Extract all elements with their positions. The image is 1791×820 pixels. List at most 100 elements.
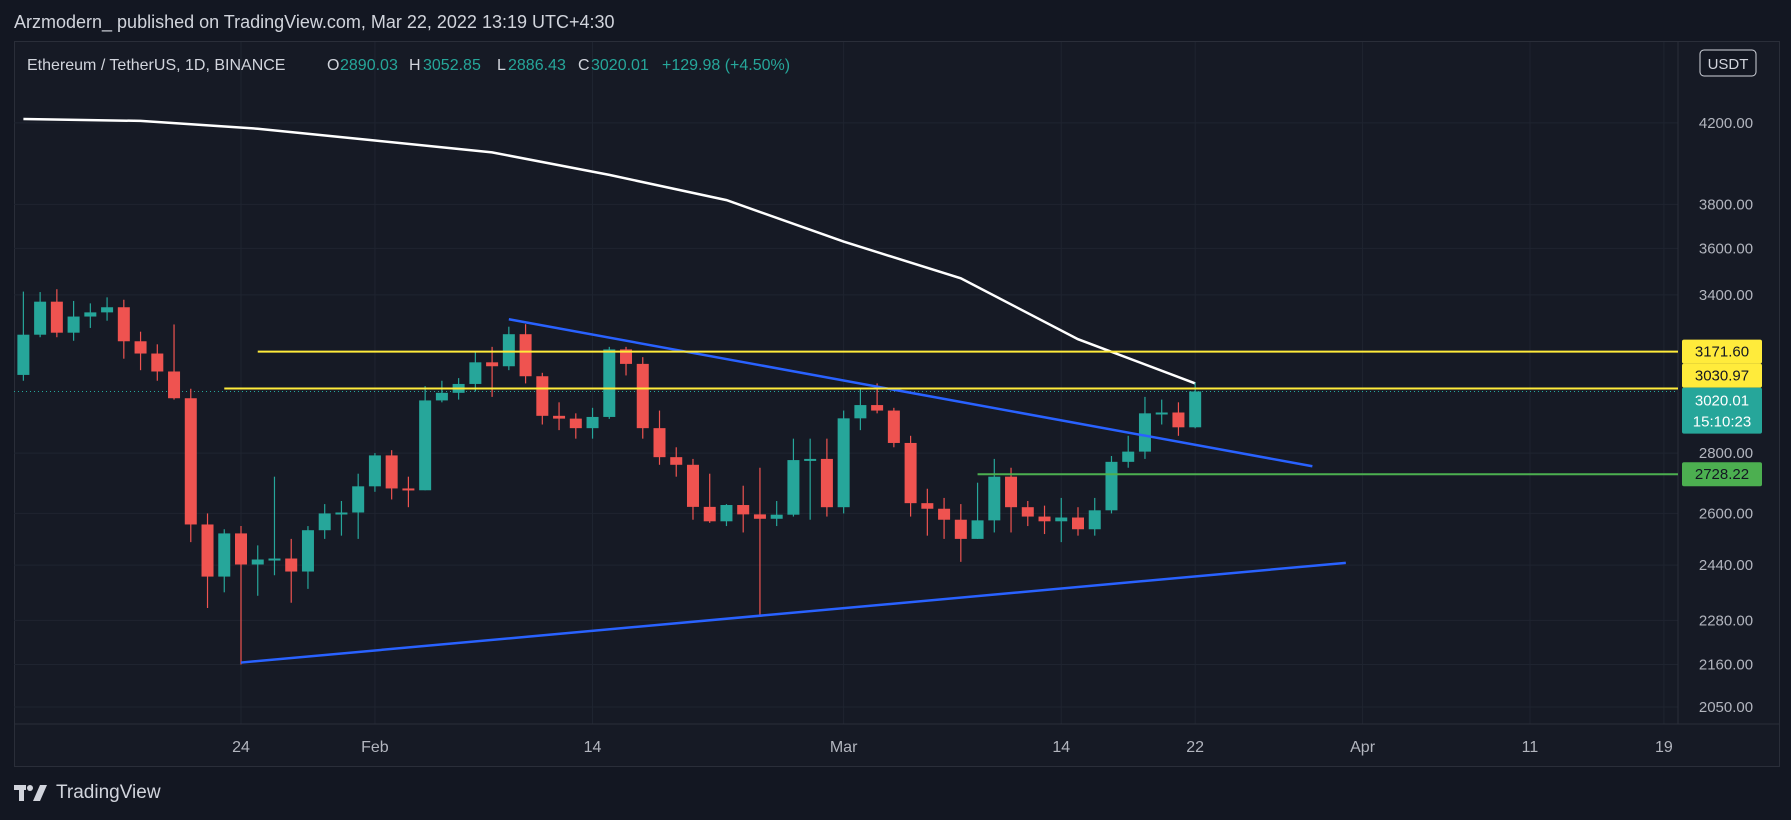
candle xyxy=(218,529,231,593)
time-tick-label: Apr xyxy=(1350,739,1376,756)
drawings xyxy=(224,318,1678,664)
candle-body xyxy=(954,519,967,539)
candle-body xyxy=(1122,451,1135,462)
candle-body xyxy=(251,559,264,565)
candle xyxy=(134,331,147,371)
candle xyxy=(235,526,247,665)
price-tick-label: 2600.00 xyxy=(1699,505,1753,522)
candle xyxy=(352,473,365,539)
candle-body xyxy=(703,506,716,522)
candle-body xyxy=(1072,517,1084,530)
candle-body xyxy=(67,316,80,333)
candle-body xyxy=(536,376,549,416)
candle xyxy=(301,526,314,589)
candle-body xyxy=(636,363,649,429)
legend-close: 3020.01 xyxy=(591,57,649,74)
candle xyxy=(653,410,666,465)
candle xyxy=(536,372,549,425)
brand-name: TradingView xyxy=(56,782,161,803)
candle-body xyxy=(385,455,398,489)
time-axis: 24 Feb 14 Mar 14 22 Apr 11 19 xyxy=(232,739,1673,756)
last-price-value: 3020.01 xyxy=(1695,393,1749,410)
currency-badge[interactable]: USDT xyxy=(1699,49,1757,77)
candle-body xyxy=(168,371,181,399)
legend-high: 3052.85 xyxy=(423,57,481,74)
candle-body xyxy=(620,349,633,364)
countdown-timer: 15:10:23 xyxy=(1693,414,1751,431)
candle-body xyxy=(1155,412,1168,415)
candle xyxy=(569,413,582,439)
candle-body xyxy=(904,442,917,504)
candle xyxy=(1138,396,1151,459)
level-badge-2728: 2728.22 xyxy=(1682,462,1762,487)
candles xyxy=(17,289,1202,665)
candle xyxy=(251,545,264,596)
level-badge-3030: 3030.97 xyxy=(1682,363,1762,388)
candle-body xyxy=(603,349,616,417)
candle xyxy=(737,485,750,533)
candle xyxy=(1088,497,1101,536)
candle-body xyxy=(268,558,281,561)
legend-c-label: C xyxy=(578,57,590,74)
candle-body xyxy=(854,405,867,419)
candle-body xyxy=(502,334,515,367)
price-tick-label: 3800.00 xyxy=(1699,196,1753,213)
candle xyxy=(954,504,967,562)
candle xyxy=(50,289,63,338)
price-tick-label: 2050.00 xyxy=(1699,699,1753,716)
candle xyxy=(67,300,80,341)
level-badge-3171: 3171.60 xyxy=(1682,339,1762,364)
candle xyxy=(703,473,716,523)
candle-body xyxy=(435,392,448,401)
candle-body xyxy=(34,301,47,335)
price-tick-label: 2160.00 xyxy=(1699,656,1753,673)
candle xyxy=(904,435,917,517)
candle-body xyxy=(335,512,348,515)
candle-body xyxy=(720,505,733,522)
candle xyxy=(753,467,766,617)
price-tick-label: 3600.00 xyxy=(1699,240,1753,257)
chart-panel[interactable] xyxy=(14,41,1780,767)
candle xyxy=(804,438,817,520)
candle-body xyxy=(184,398,197,525)
candle-body xyxy=(84,312,97,317)
candle xyxy=(435,380,448,403)
moving-average-line xyxy=(23,117,1196,385)
candle xyxy=(117,299,130,359)
candle xyxy=(17,291,30,381)
candle xyxy=(168,324,181,400)
candle-body xyxy=(134,341,147,354)
trend-line xyxy=(240,561,1346,664)
time-tick-label: Feb xyxy=(361,739,389,756)
candle-body xyxy=(1005,476,1018,508)
price-axis: 4200.00 3800.00 3600.00 3400.00 2800.00 2600.… xyxy=(1699,115,1753,716)
candle-body xyxy=(670,457,683,465)
candle xyxy=(686,458,699,520)
candle xyxy=(419,386,432,491)
candle-body xyxy=(352,486,365,513)
footer-brand[interactable]: TradingView xyxy=(14,782,161,804)
candle-body xyxy=(837,418,850,508)
candle xyxy=(837,410,850,514)
candle-body xyxy=(770,514,783,519)
candle-body xyxy=(201,524,214,577)
price-tick-label: 4200.00 xyxy=(1699,115,1753,132)
candle-body xyxy=(686,464,699,507)
candle xyxy=(1105,455,1118,514)
candle xyxy=(988,458,1001,533)
candle xyxy=(971,482,984,539)
candle xyxy=(1122,435,1135,468)
candle-body xyxy=(1021,507,1034,517)
candlestick-chart[interactable]: 4200.00 3800.00 3600.00 3400.00 2800.00 2600.… xyxy=(0,0,1791,780)
candle xyxy=(469,351,482,392)
candle-body xyxy=(301,530,314,572)
candle-body xyxy=(988,476,1001,521)
ohlc-legend: Ethereum / TetherUS, 1D, BINANCE O 2890.… xyxy=(27,57,790,74)
candle-body xyxy=(921,503,934,509)
candle xyxy=(1021,500,1034,527)
price-tick-label: 2800.00 xyxy=(1699,445,1753,462)
currency-label: USDT xyxy=(1708,56,1749,73)
candle xyxy=(887,407,900,448)
candle xyxy=(1072,507,1084,536)
candle xyxy=(1038,505,1051,535)
